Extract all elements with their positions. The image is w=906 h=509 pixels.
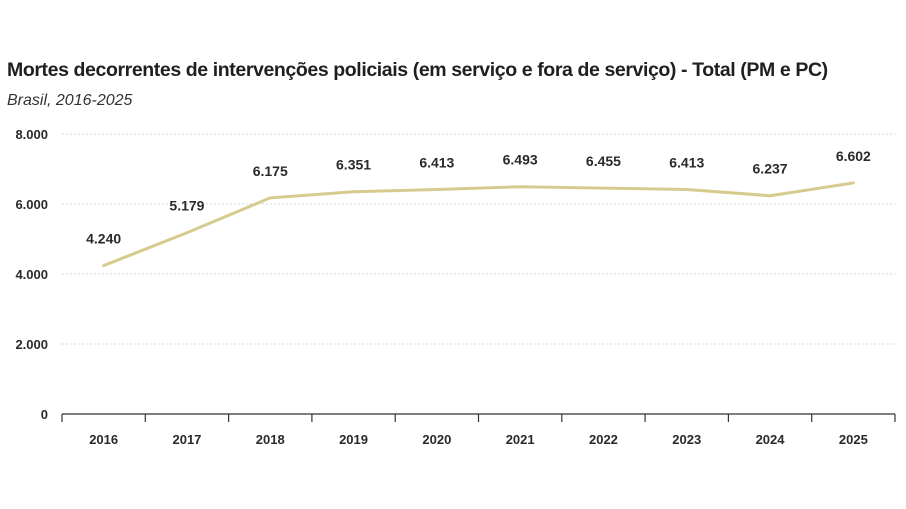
data-label: 6.602 (836, 148, 871, 164)
x-tick-label: 2019 (339, 432, 368, 447)
data-label: 4.240 (86, 231, 121, 247)
y-tick-label: 2.000 (15, 337, 48, 352)
x-tick-label: 2016 (89, 432, 118, 447)
data-label: 5.179 (169, 198, 204, 214)
data-label: 6.351 (336, 157, 371, 173)
y-tick-label: 4.000 (15, 267, 48, 282)
series-line-group (102, 181, 855, 268)
x-tick-label: 2025 (839, 432, 868, 447)
x-tick-label: 2020 (422, 432, 451, 447)
y-axis-ticks: 0 2.000 4.000 6.000 8.000 (15, 127, 48, 422)
x-tick-label: 2024 (756, 432, 786, 447)
x-axis-ticks: 2016 2017 2018 2019 2020 2021 2022 2023 2024 2025 (89, 432, 868, 447)
data-label: 6.455 (586, 153, 621, 169)
x-tick-label: 2023 (672, 432, 701, 447)
y-tick-label: 6.000 (15, 197, 48, 212)
y-tick-label: 0 (41, 407, 48, 422)
series-line (102, 181, 855, 268)
data-label: 6.413 (419, 155, 454, 171)
x-axis (61, 413, 896, 422)
x-tick-label: 2022 (589, 432, 618, 447)
data-label: 6.175 (253, 163, 288, 179)
x-tick-label: 2018 (256, 432, 285, 447)
chart-subtitle: Brasil, 2016-2025 (7, 92, 133, 109)
y-tick-label: 8.000 (15, 127, 48, 142)
data-labels: 4.240 5.179 6.175 6.351 6.413 6.493 6.455 6.413… (86, 148, 871, 247)
x-tick-label: 2021 (506, 432, 535, 447)
data-label: 6.237 (753, 161, 788, 177)
data-label: 6.413 (669, 155, 704, 171)
chart-title: Mortes decorrentes de intervenções polic… (7, 59, 828, 81)
x-tick-label: 2017 (172, 432, 201, 447)
gridlines (62, 133, 895, 345)
data-label: 6.493 (503, 152, 538, 168)
